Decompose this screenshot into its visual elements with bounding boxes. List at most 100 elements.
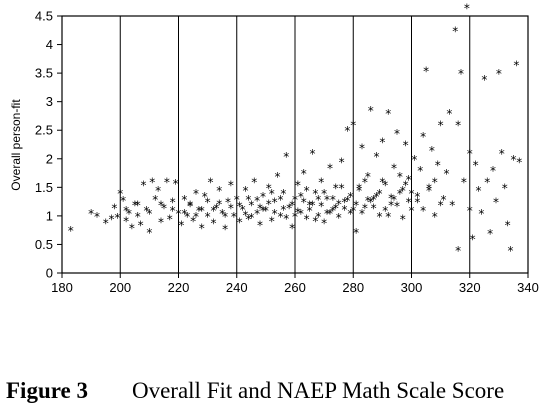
data-point: * — [301, 196, 307, 210]
data-point: * — [461, 176, 467, 190]
data-point: * — [487, 227, 493, 241]
data-point: * — [359, 207, 365, 221]
data-point: * — [379, 176, 385, 190]
data-point: * — [304, 184, 310, 198]
data-point: * — [295, 178, 301, 192]
data-point: * — [210, 217, 216, 231]
axis-ticks — [57, 15, 529, 278]
data-point: * — [135, 210, 141, 224]
data-point: * — [231, 210, 237, 224]
data-point: * — [347, 190, 353, 204]
data-point: * — [339, 156, 345, 170]
data-point: * — [446, 107, 452, 121]
data-point: * — [257, 218, 263, 232]
data-point: * — [420, 130, 426, 144]
data-point: * — [510, 153, 516, 167]
x-tick-label-340: 340 — [517, 280, 539, 295]
data-point: * — [216, 197, 222, 211]
data-point: * — [111, 201, 117, 215]
data-point: * — [304, 213, 310, 227]
data-point: * — [263, 204, 269, 218]
data-point: * — [272, 196, 278, 210]
data-point: * — [371, 193, 377, 207]
data-point: * — [330, 193, 336, 207]
data-point: * — [275, 170, 281, 184]
data-point: * — [298, 190, 304, 204]
data-point: * — [109, 213, 115, 227]
data-point: * — [350, 119, 356, 133]
data-point: * — [339, 181, 345, 195]
data-point: * — [292, 193, 298, 207]
data-point: * — [502, 181, 508, 195]
data-point: * — [193, 187, 199, 201]
data-point: * — [283, 212, 289, 226]
data-point: * — [411, 153, 417, 167]
data-point: * — [356, 184, 362, 198]
data-point: * — [307, 198, 313, 212]
data-point: * — [190, 214, 196, 228]
data-point: * — [222, 222, 228, 236]
data-point: * — [438, 119, 444, 133]
figure-caption: Figure 3 Overall Fit and NAEP Math Scale … — [6, 378, 504, 404]
data-point: * — [289, 221, 295, 235]
data-point: * — [350, 204, 356, 218]
data-point: * — [123, 204, 129, 218]
data-point: * — [362, 201, 368, 215]
data-point: * — [432, 176, 438, 190]
data-point: * — [283, 150, 289, 164]
data-point: * — [205, 210, 211, 224]
x-tick-label-240: 240 — [226, 280, 248, 295]
data-point: * — [443, 167, 449, 181]
data-point: * — [266, 197, 272, 211]
data-point: * — [336, 211, 342, 225]
data-point: * — [368, 196, 374, 210]
data-point: * — [286, 201, 292, 215]
data-point: * — [129, 221, 135, 235]
data-point: * — [423, 64, 429, 78]
data-point: * — [470, 233, 476, 247]
data-point: * — [277, 210, 283, 224]
data-point: * — [493, 196, 499, 210]
y-tick-label-1: 1 — [46, 208, 53, 223]
data-point: * — [458, 67, 464, 81]
data-point: * — [353, 198, 359, 212]
data-point: * — [315, 193, 321, 207]
data-point: * — [414, 190, 420, 204]
x-tick-label-200: 200 — [109, 280, 131, 295]
data-point: * — [321, 217, 327, 231]
data-point: * — [379, 136, 385, 150]
data-point: * — [441, 193, 447, 207]
data-point: * — [114, 211, 120, 225]
data-point: * — [117, 187, 123, 201]
data-point: * — [455, 119, 461, 133]
vertical-grid-lines — [119, 16, 471, 273]
data-point: * — [473, 158, 479, 172]
data-point: * — [269, 187, 275, 201]
data-point: * — [356, 181, 362, 195]
data-point: * — [143, 204, 149, 218]
x-tick-label-300: 300 — [401, 280, 423, 295]
data-point: * — [266, 181, 272, 195]
data-point: * — [135, 198, 141, 212]
data-point: * — [435, 158, 441, 172]
data-point: * — [344, 124, 350, 138]
data-point: * — [409, 204, 415, 218]
data-point: * — [272, 207, 278, 221]
scatter-chart: 180 200 220 240 260 280 300 320 340 0 0.5 1 1.5 2 2.5 3… — [9, 1, 539, 295]
data-point: * — [216, 184, 222, 198]
data-point: * — [222, 210, 228, 224]
data-point: * — [388, 192, 394, 206]
data-point: * — [449, 198, 455, 212]
data-point: * — [312, 214, 318, 228]
data-point: * — [152, 193, 158, 207]
data-point: * — [426, 184, 432, 198]
data-point: * — [400, 213, 406, 227]
data-point: * — [155, 184, 161, 198]
data-point: * — [228, 201, 234, 215]
data-point: * — [146, 226, 152, 240]
y-tick-label-0: 0 — [46, 266, 53, 281]
data-point: * — [210, 204, 216, 218]
data-point: * — [333, 201, 339, 215]
data-point: * — [362, 176, 368, 190]
data-point: * — [242, 184, 248, 198]
